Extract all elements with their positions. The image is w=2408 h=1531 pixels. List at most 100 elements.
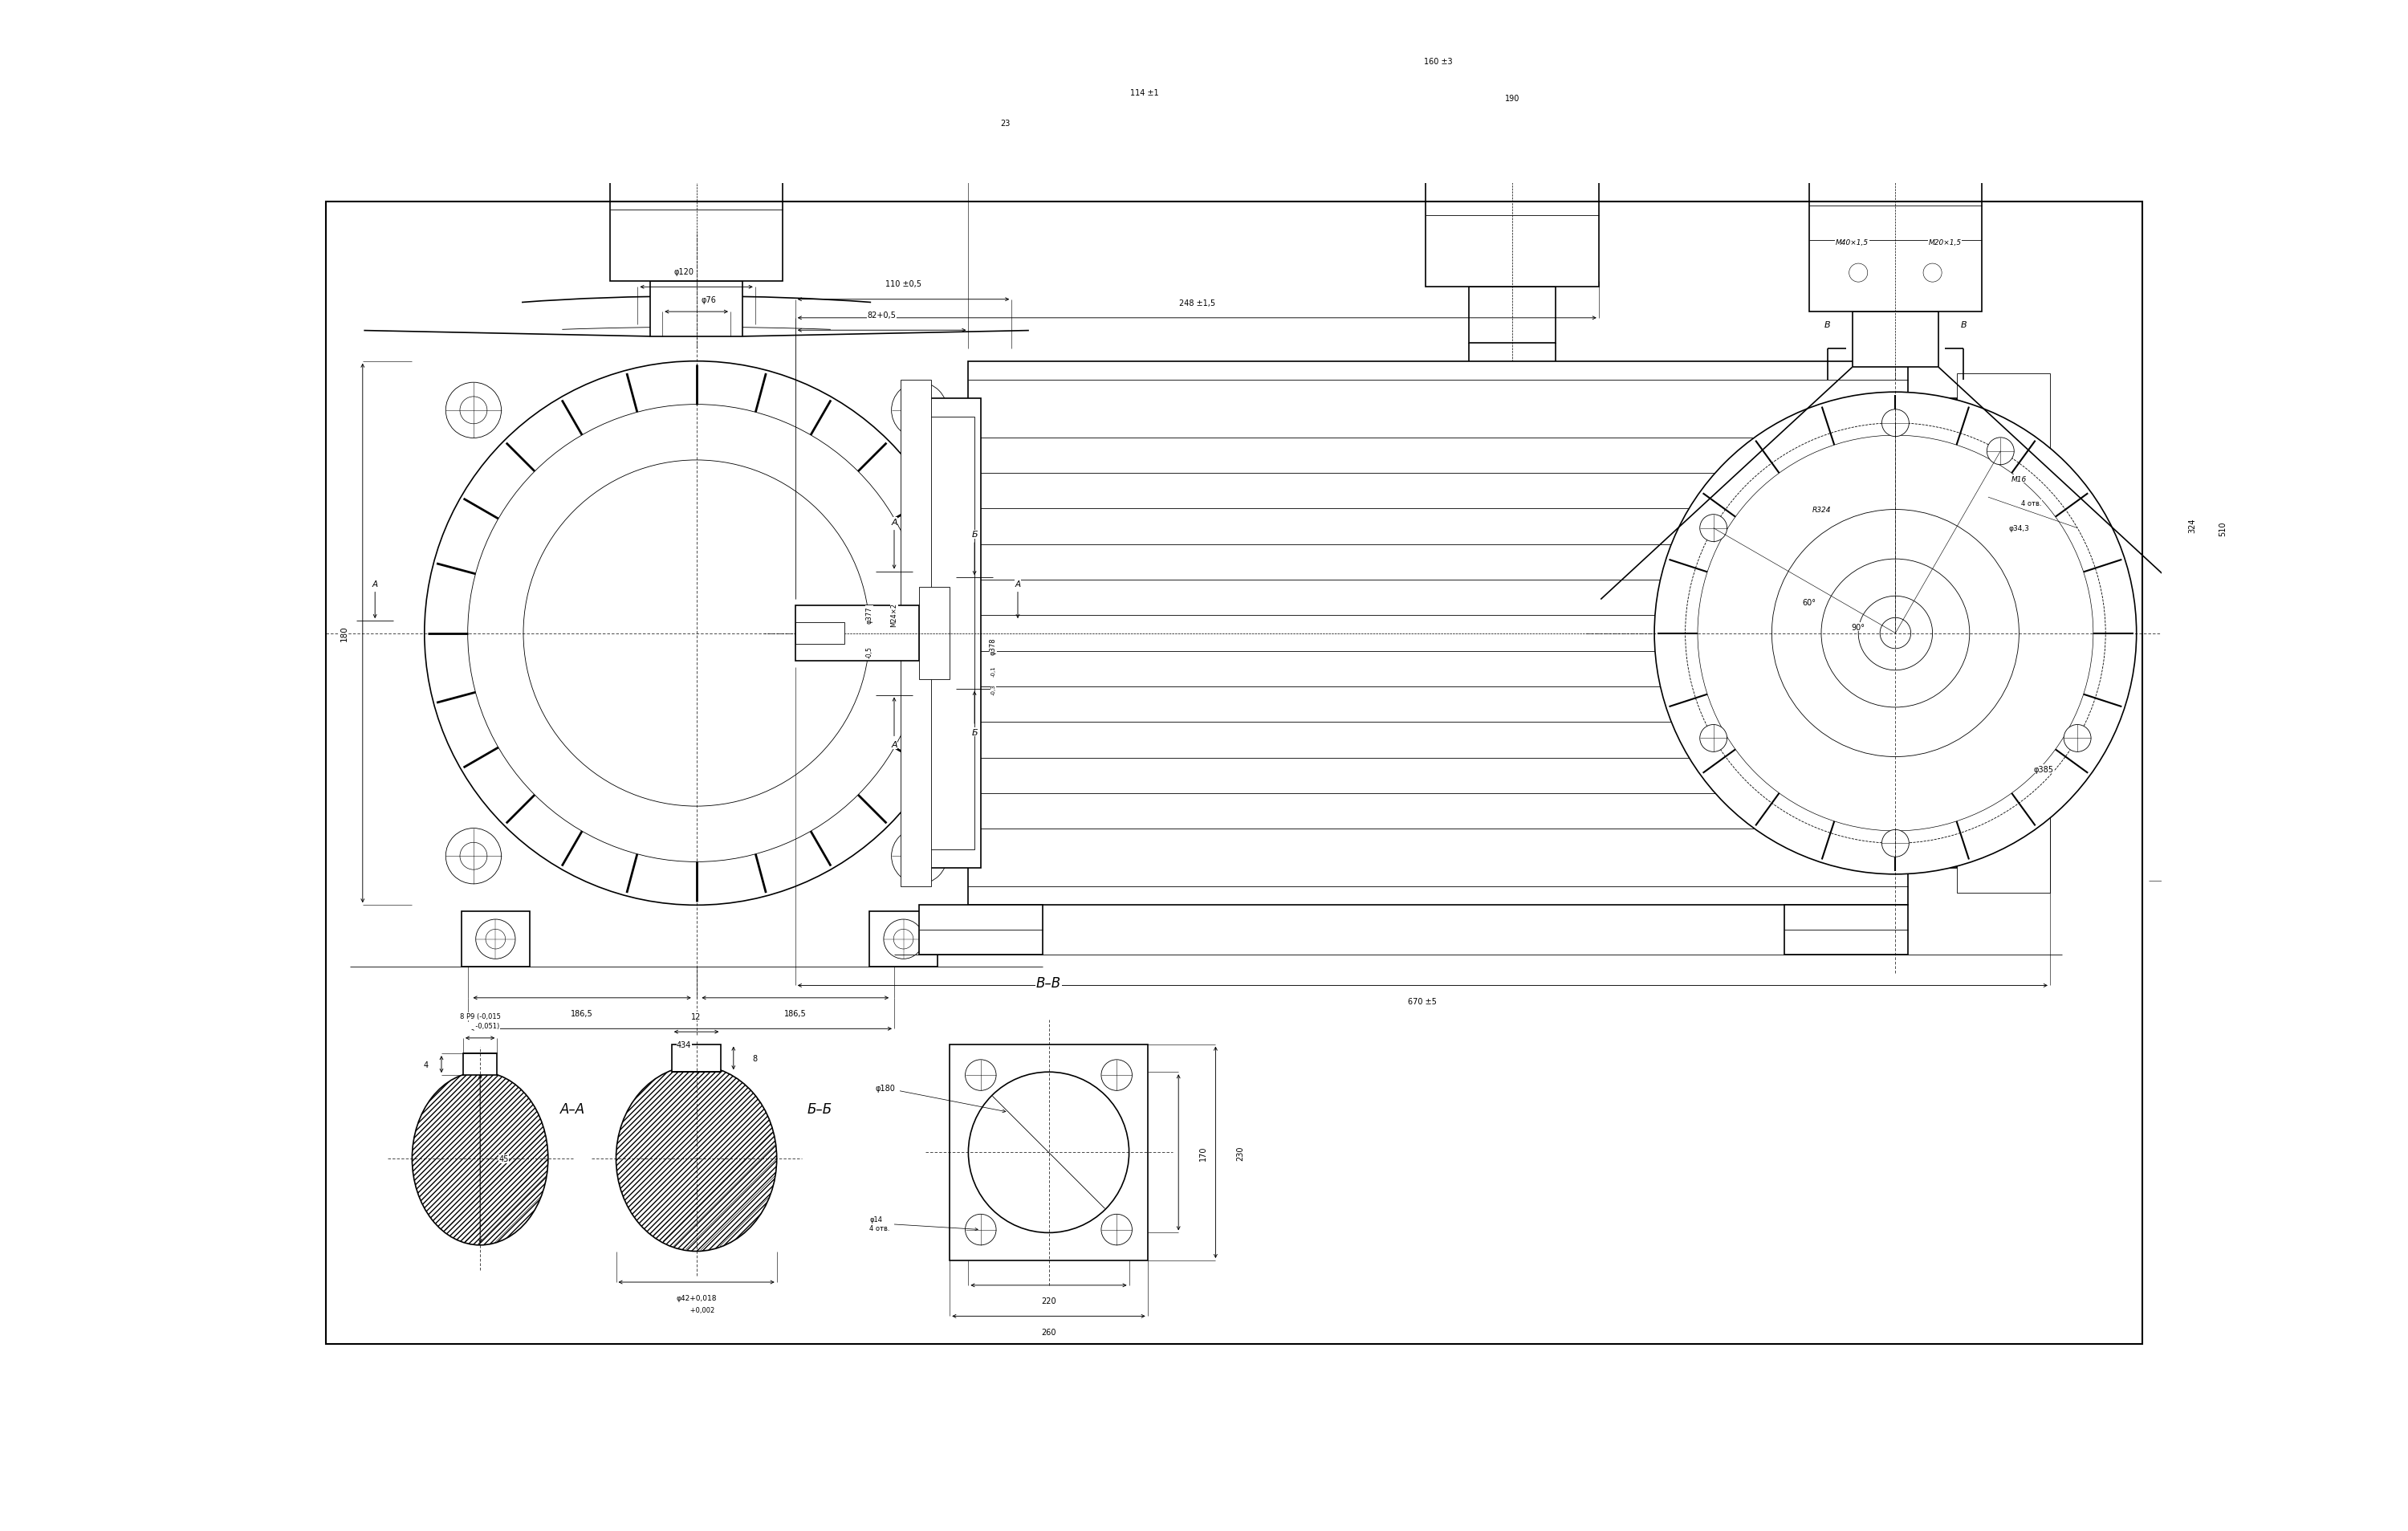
- Bar: [1852, 312, 1938, 367]
- Circle shape: [1881, 410, 1910, 436]
- Circle shape: [884, 920, 922, 958]
- Text: +0,002: +0,002: [677, 1306, 715, 1314]
- Circle shape: [968, 1072, 1129, 1232]
- Text: A: A: [891, 519, 898, 527]
- Bar: [949, 1044, 1149, 1260]
- Text: 4 отв.: 4 отв.: [2020, 501, 2042, 507]
- Text: 260: 260: [1040, 1327, 1057, 1335]
- Bar: [1469, 418, 1556, 455]
- Text: -0,1: -0,1: [990, 664, 995, 677]
- Circle shape: [486, 929, 506, 949]
- Bar: [795, 623, 845, 645]
- Bar: [925, 418, 975, 850]
- Circle shape: [424, 361, 968, 905]
- Text: φ180: φ180: [877, 1084, 1007, 1113]
- Text: 4: 4: [424, 1061, 429, 1069]
- Bar: [869, 911, 937, 968]
- Text: Б: Б: [970, 729, 978, 736]
- Circle shape: [1987, 438, 2013, 465]
- Text: 12: 12: [691, 1012, 701, 1021]
- Text: 186,5: 186,5: [571, 1009, 592, 1018]
- Circle shape: [1700, 514, 1727, 542]
- Bar: [1796, 171, 1994, 182]
- Text: 90°: 90°: [1852, 623, 1866, 631]
- Bar: [795, 606, 920, 661]
- Circle shape: [460, 842, 486, 870]
- Text: B: B: [1825, 320, 1830, 329]
- Bar: [1450, 367, 1575, 418]
- Text: 45: 45: [498, 1154, 508, 1162]
- Circle shape: [905, 842, 932, 870]
- Text: -0,051): -0,051): [460, 1023, 498, 1029]
- Bar: [920, 588, 949, 680]
- Circle shape: [893, 929, 913, 949]
- Bar: [597, 141, 795, 152]
- Text: 670 ±5: 670 ±5: [1409, 997, 1438, 1006]
- Bar: [920, 905, 1043, 955]
- Bar: [1914, 418, 1950, 850]
- Text: 160 ±3: 160 ±3: [1423, 58, 1452, 66]
- Circle shape: [445, 828, 501, 883]
- Circle shape: [2064, 726, 2090, 752]
- Circle shape: [1881, 830, 1910, 857]
- Bar: [1808, 182, 1982, 312]
- Text: φ378: φ378: [990, 637, 997, 655]
- Circle shape: [460, 397, 486, 424]
- Text: 8: 8: [751, 1055, 756, 1063]
- Bar: [1970, 615, 2032, 652]
- Text: A: A: [373, 580, 378, 588]
- Text: A: A: [891, 741, 898, 749]
- Text: 110 ±0,5: 110 ±0,5: [886, 280, 922, 288]
- Text: 248 ±1,5: 248 ±1,5: [1180, 299, 1216, 308]
- Text: M16: M16: [2011, 476, 2028, 482]
- Bar: [462, 1053, 496, 1075]
- Text: 230: 230: [1235, 1145, 1245, 1160]
- Text: 434: 434: [677, 1041, 691, 1049]
- Text: M20×1,5: M20×1,5: [1929, 239, 1963, 246]
- Bar: [609, 152, 783, 282]
- Text: 180: 180: [340, 626, 349, 641]
- Bar: [1907, 398, 1958, 868]
- Text: 114 ±1: 114 ±1: [1129, 89, 1158, 96]
- Bar: [462, 911, 530, 968]
- Text: 23: 23: [999, 119, 1011, 127]
- Circle shape: [477, 920, 515, 958]
- Text: 324: 324: [2189, 517, 2196, 533]
- Bar: [1426, 158, 1599, 288]
- Text: φ120: φ120: [674, 268, 694, 276]
- Text: R324: R324: [1811, 507, 1830, 513]
- Circle shape: [1654, 392, 2136, 874]
- Text: φ34,3: φ34,3: [2008, 525, 2030, 533]
- Text: 60°: 60°: [1801, 599, 1816, 606]
- Circle shape: [1700, 726, 1727, 752]
- Text: A: A: [1014, 580, 1021, 588]
- Text: 186,5: 186,5: [785, 1009, 807, 1018]
- Text: φ14
4 отв.: φ14 4 отв.: [869, 1216, 978, 1231]
- Circle shape: [905, 397, 932, 424]
- Text: 170: 170: [1199, 1145, 1206, 1160]
- Text: 82+0,5: 82+0,5: [867, 311, 896, 320]
- Text: 220: 220: [1040, 1297, 1057, 1304]
- Bar: [901, 380, 932, 886]
- Bar: [1958, 374, 2049, 893]
- Text: 510: 510: [2220, 521, 2227, 536]
- Bar: [1469, 288, 1556, 343]
- Ellipse shape: [616, 1066, 778, 1251]
- Circle shape: [891, 828, 946, 883]
- Text: Б–Б: Б–Б: [807, 1102, 833, 1116]
- Circle shape: [445, 383, 501, 438]
- Text: Б: Б: [970, 531, 978, 539]
- Text: B: B: [1960, 320, 1967, 329]
- Text: -0,3: -0,3: [990, 684, 995, 695]
- Text: φ42+0,018: φ42+0,018: [677, 1294, 718, 1301]
- Text: 8 P9 (-0,015: 8 P9 (-0,015: [460, 1014, 501, 1020]
- Text: В–В: В–В: [1035, 975, 1062, 991]
- Text: 190: 190: [1505, 95, 1519, 103]
- Bar: [920, 398, 980, 868]
- Text: -0,5: -0,5: [867, 646, 874, 658]
- Text: φ76: φ76: [701, 295, 715, 303]
- Circle shape: [891, 383, 946, 438]
- Bar: [672, 1044, 720, 1072]
- Bar: [1784, 905, 1907, 955]
- Text: φ377: φ377: [867, 606, 874, 623]
